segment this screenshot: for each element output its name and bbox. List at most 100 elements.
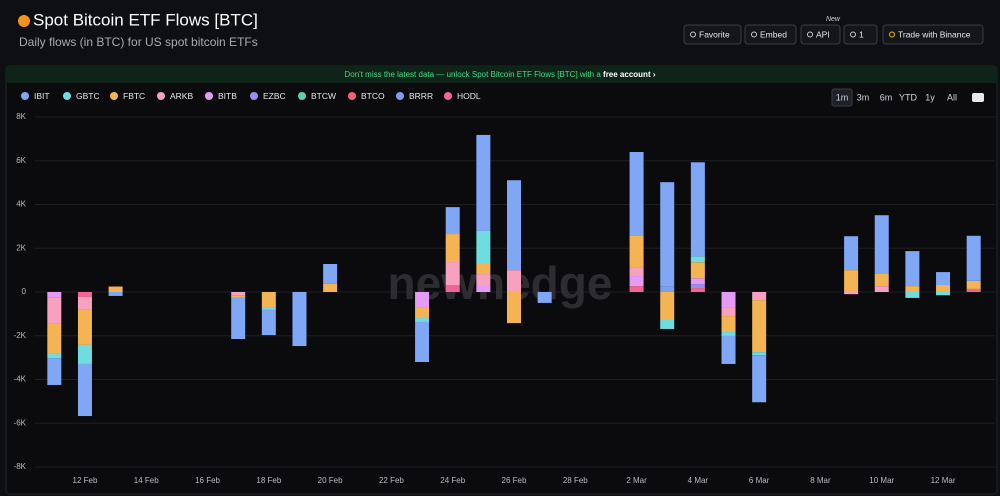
button-icon: [889, 31, 895, 38]
bar-segment: [936, 292, 951, 296]
bar-segment: [415, 318, 430, 322]
x-tick-label: 16 Feb: [195, 476, 220, 485]
banner-text: Don't miss the latest data — unlock Spot…: [345, 70, 656, 79]
bar-segment: [77, 292, 92, 298]
bar-segment: [966, 288, 981, 292]
bar-segment: [476, 274, 491, 285]
range-button[interactable]: All: [947, 92, 957, 102]
range-button[interactable]: YTD: [899, 92, 918, 102]
button-label[interactable]: Favorite: [699, 29, 730, 39]
button-icon: [751, 31, 757, 38]
bar-segment: [231, 295, 246, 298]
x-tick-label: 4 Mar: [688, 476, 709, 485]
y-tick-label: 2K: [16, 243, 26, 252]
bar-segment: [476, 230, 491, 264]
x-tick-label: 12 Mar: [931, 476, 956, 485]
legend-swatch: [157, 92, 165, 100]
range-button[interactable]: 1y: [925, 92, 935, 102]
bar-segment: [47, 323, 62, 354]
chart: IBIT GBTC FBTC ARKB BITB EZBC BTCW BTCO BRRR HODL…: [14, 88, 995, 485]
camera-button[interactable]: [972, 93, 984, 102]
y-tick-label: -4K: [14, 375, 27, 384]
bar-segment: [690, 278, 705, 285]
button-label[interactable]: Embed: [760, 29, 787, 39]
bar-segment: [721, 335, 736, 364]
bar-segment: [476, 264, 491, 275]
header-button[interactable]: [843, 24, 878, 45]
legend-label[interactable]: FBTC: [123, 91, 145, 101]
bar-segment: [108, 286, 123, 292]
page-subtitle: Daily flows (in BTC) for US spot bitcoin…: [19, 35, 258, 49]
bar-segment: [690, 288, 705, 292]
bar-segment: [660, 320, 675, 329]
bar-segment: [936, 272, 951, 285]
bar-segment: [507, 180, 521, 271]
bar-segment: [77, 363, 92, 417]
header-button[interactable]: [882, 24, 984, 45]
bar-segment: [721, 332, 736, 336]
bar-segment: [660, 182, 675, 287]
page-title: Spot Bitcoin ETF Flows [BTC]: [33, 10, 258, 29]
y-tick-label: 6K: [16, 156, 26, 165]
range-button[interactable]: 3m: [857, 92, 870, 102]
bar-segment: [231, 292, 246, 296]
range-button[interactable]: 1m: [836, 92, 849, 102]
bar-segment: [660, 292, 675, 320]
bar-segment: [231, 297, 246, 340]
header-button[interactable]: [800, 24, 841, 45]
legend-swatch: [298, 92, 306, 100]
legend-label[interactable]: EZBC: [263, 91, 286, 101]
legend-label[interactable]: IBIT: [34, 91, 50, 101]
legend-label[interactable]: BTCW: [311, 91, 336, 101]
bar-segment: [660, 286, 675, 292]
bar-segment: [936, 285, 951, 292]
bar-segment: [629, 276, 644, 287]
x-tick-label: 10 Mar: [869, 476, 894, 485]
api-badge: New: [826, 16, 841, 23]
bar-segment: [261, 307, 276, 310]
x-tick-label: 22 Feb: [379, 476, 404, 485]
header-button[interactable]: [744, 24, 797, 45]
bar-segment: [323, 283, 338, 292]
bar-segment: [752, 292, 767, 301]
button-label[interactable]: 1: [859, 29, 864, 39]
y-tick-label: -6K: [14, 418, 27, 427]
x-tick-label: 8 Mar: [810, 476, 831, 485]
bar-segment: [721, 307, 736, 317]
x-tick-label: 6 Mar: [749, 476, 770, 485]
bar-segment: [721, 292, 736, 308]
bar-segment: [445, 207, 460, 235]
header-button[interactable]: [683, 24, 742, 45]
bar-segment: [629, 152, 644, 236]
bar-segment: [47, 297, 62, 324]
header-buttons: Favorite Embed API 1 Trade with Binance: [683, 24, 984, 45]
y-tick-label: 8K: [16, 112, 26, 121]
legend-swatch: [205, 92, 213, 100]
legend-label[interactable]: ARKB: [170, 91, 193, 101]
range-button[interactable]: 6m: [880, 92, 893, 102]
legend-swatch: [110, 92, 118, 100]
bar-segment: [629, 236, 644, 268]
button-label[interactable]: API: [816, 29, 830, 39]
button-icon: [850, 31, 856, 38]
legend-label[interactable]: GBTC: [76, 91, 100, 101]
bar-segment: [844, 292, 859, 295]
bar-segment: [507, 292, 521, 324]
bar-segment: [415, 321, 430, 362]
bar-segment: [966, 235, 981, 281]
bitcoin-icon: [18, 15, 30, 27]
legend-swatch: [250, 92, 258, 100]
x-tick-label: 2 Mar: [626, 476, 647, 485]
legend-label[interactable]: BITB: [218, 91, 237, 101]
legend-label[interactable]: BTCO: [361, 91, 385, 101]
bar-segment: [844, 270, 859, 292]
x-tick-label: 28 Feb: [563, 476, 588, 485]
bar-segment: [905, 251, 920, 287]
button-label[interactable]: Trade with Binance: [898, 29, 971, 39]
legend-label[interactable]: BRRR: [409, 91, 433, 101]
bar-segment: [966, 280, 981, 289]
bar-segment: [905, 286, 920, 292]
banner-link[interactable]: free account ›: [603, 70, 656, 79]
legend-label[interactable]: HODL: [457, 91, 481, 101]
